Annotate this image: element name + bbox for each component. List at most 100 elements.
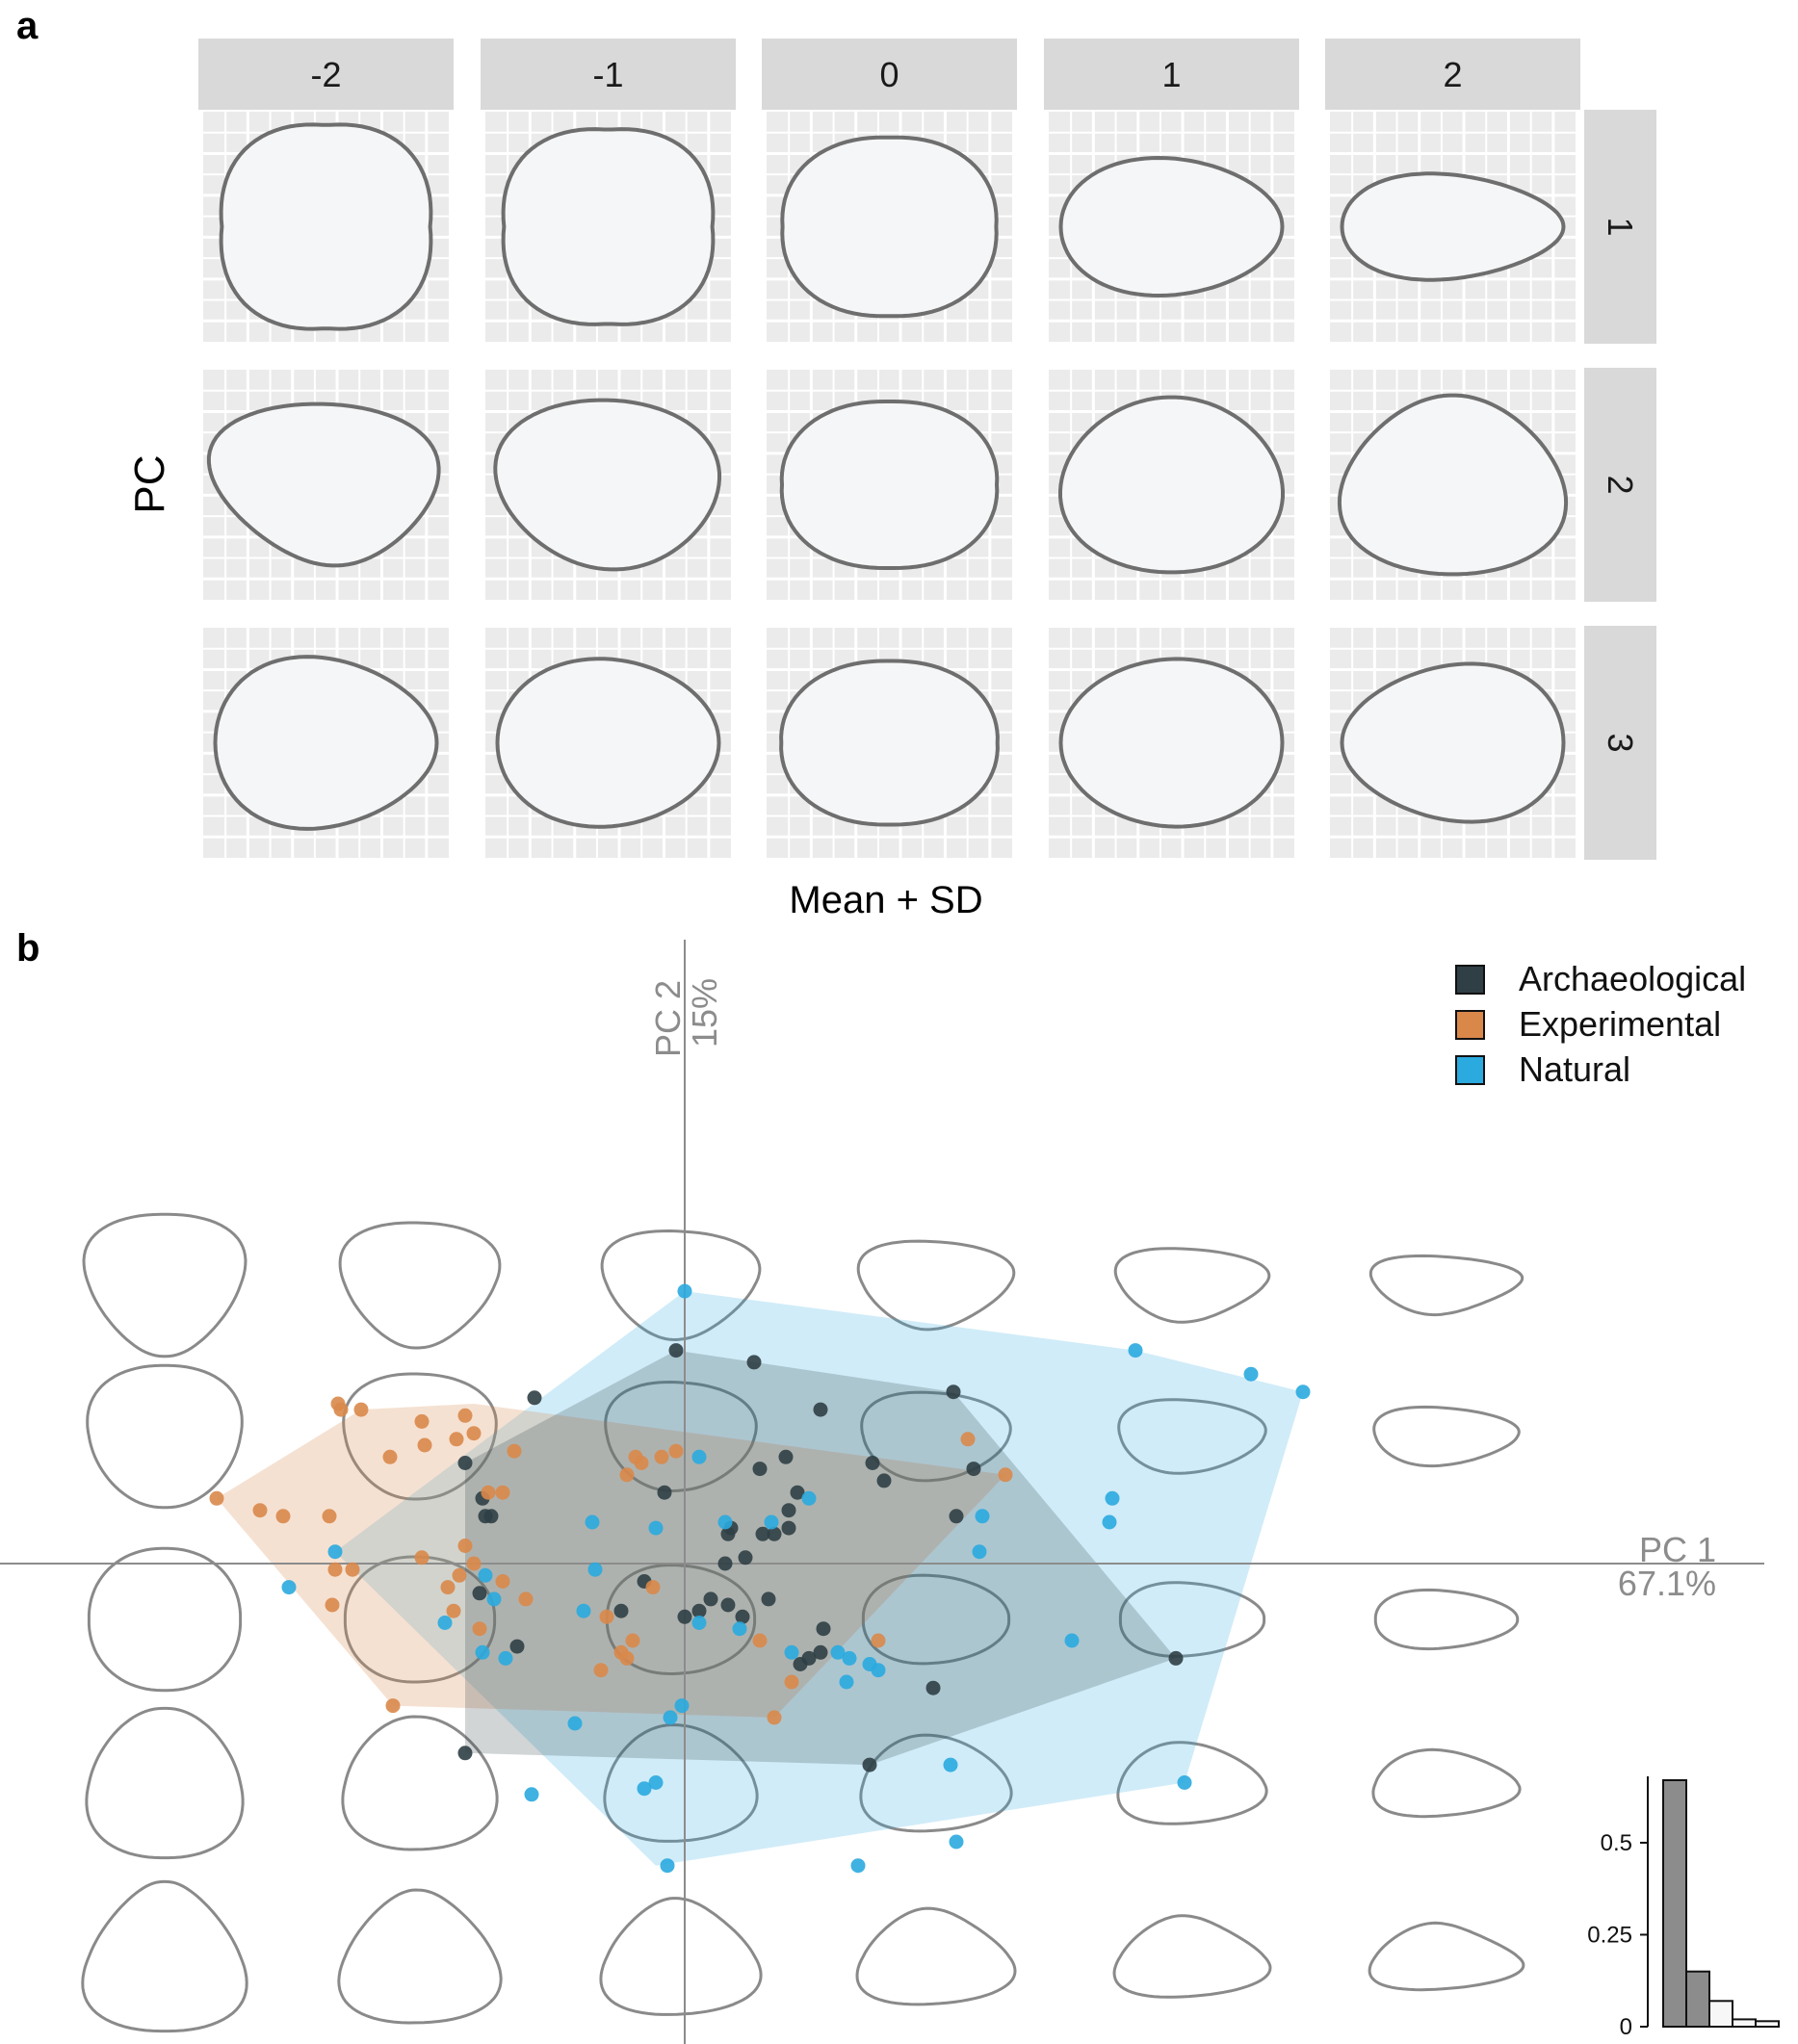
data-point bbox=[717, 1556, 733, 1571]
data-point bbox=[660, 1858, 675, 1874]
data-point bbox=[960, 1432, 976, 1447]
outline-shape bbox=[1058, 657, 1285, 829]
series-experimental bbox=[209, 1396, 1013, 1725]
data-point bbox=[1243, 1366, 1259, 1382]
data-point bbox=[865, 1456, 880, 1470]
data-point bbox=[738, 1550, 753, 1565]
data-point bbox=[472, 1586, 487, 1601]
series-archaeological bbox=[457, 1343, 1184, 1772]
data-point bbox=[495, 1574, 510, 1589]
data-point bbox=[478, 1567, 493, 1583]
data-point bbox=[720, 1597, 736, 1613]
data-point bbox=[876, 1473, 892, 1488]
hull-experimental bbox=[217, 1404, 1005, 1718]
row-strip bbox=[1584, 626, 1656, 860]
panel-b: b PC 1 67.1% PC 2 15% Archaeological Expe… bbox=[0, 927, 1780, 2044]
morphospace-shape bbox=[856, 1239, 1016, 1332]
shape-panel bbox=[1330, 112, 1576, 342]
data-point bbox=[585, 1514, 600, 1530]
morphospace-shape bbox=[1372, 1405, 1521, 1468]
column-strip bbox=[198, 39, 454, 110]
outline-shape bbox=[1058, 155, 1285, 298]
data-point bbox=[449, 1432, 464, 1447]
data-point bbox=[457, 1539, 473, 1553]
shape-panel bbox=[1049, 370, 1294, 600]
data-point bbox=[703, 1591, 718, 1607]
data-point bbox=[816, 1621, 831, 1637]
data-point bbox=[755, 1526, 770, 1541]
data-point bbox=[593, 1663, 609, 1678]
panel-b-label: b bbox=[16, 927, 39, 970]
morphospace-shape bbox=[855, 1906, 1017, 2006]
data-point bbox=[972, 1544, 987, 1560]
data-point bbox=[446, 1603, 461, 1618]
data-point bbox=[353, 1402, 369, 1417]
data-point bbox=[634, 1456, 649, 1470]
data-point bbox=[414, 1550, 430, 1565]
morphospace-shape bbox=[343, 1555, 497, 1684]
data-point bbox=[839, 1674, 854, 1690]
shape-grid bbox=[203, 112, 1576, 858]
histogram-bar bbox=[1685, 1970, 1710, 2028]
data-point bbox=[767, 1526, 782, 1541]
data-point bbox=[648, 1775, 664, 1790]
data-point bbox=[1102, 1514, 1117, 1530]
data-point bbox=[1168, 1650, 1184, 1666]
column-strip-label: -1 bbox=[592, 55, 623, 94]
outline-shape bbox=[1337, 393, 1569, 577]
data-point bbox=[567, 1716, 583, 1731]
data-point bbox=[587, 1562, 603, 1577]
data-point bbox=[1064, 1633, 1080, 1648]
y-axis-title-a: PC bbox=[126, 454, 173, 513]
data-point bbox=[481, 1485, 496, 1500]
data-point bbox=[761, 1591, 776, 1607]
morphospace-shape bbox=[1117, 1398, 1267, 1475]
data-point bbox=[475, 1644, 490, 1660]
data-point bbox=[998, 1467, 1013, 1483]
data-point bbox=[527, 1390, 542, 1406]
data-point bbox=[975, 1509, 990, 1524]
data-point bbox=[717, 1514, 733, 1530]
data-point bbox=[507, 1443, 522, 1459]
legend-swatch bbox=[1455, 965, 1485, 995]
data-point bbox=[281, 1580, 297, 1595]
data-point bbox=[842, 1650, 857, 1666]
shape-panel bbox=[485, 370, 731, 600]
shape-panel bbox=[1049, 628, 1294, 858]
histogram-bar bbox=[1662, 1779, 1687, 2028]
shape-panel bbox=[1330, 370, 1576, 600]
data-point bbox=[752, 1462, 768, 1477]
morphospace-shape bbox=[859, 1733, 1013, 1833]
morphospace-shape bbox=[1368, 1254, 1524, 1317]
data-point bbox=[457, 1456, 473, 1470]
data-point bbox=[850, 1858, 866, 1874]
outline-shape bbox=[206, 401, 441, 568]
histogram-tick-label: 0.25 bbox=[1587, 1922, 1632, 1948]
data-point bbox=[345, 1562, 360, 1577]
morphospace-shape bbox=[1373, 1588, 1520, 1651]
data-point bbox=[333, 1402, 349, 1417]
data-point bbox=[830, 1644, 846, 1660]
morphospace-shape bbox=[1116, 1741, 1268, 1825]
data-point bbox=[767, 1710, 782, 1725]
outline-shape bbox=[219, 122, 433, 331]
morphospace-shape bbox=[338, 1221, 502, 1350]
data-point bbox=[668, 1443, 684, 1459]
morphospace-shape bbox=[1368, 1921, 1525, 1992]
data-point bbox=[327, 1562, 343, 1577]
outline-shape bbox=[1340, 171, 1566, 282]
data-point bbox=[417, 1437, 432, 1453]
histogram-tick-label: 0.5 bbox=[1601, 1830, 1632, 1856]
data-point bbox=[793, 1657, 808, 1671]
data-point bbox=[645, 1580, 661, 1595]
data-point bbox=[327, 1544, 343, 1560]
legend: Archaeological Experimental Natural bbox=[1455, 959, 1746, 1089]
data-point bbox=[509, 1639, 525, 1654]
data-point bbox=[668, 1343, 684, 1358]
morphospace-shape bbox=[599, 1897, 763, 2016]
legend-label: Natural bbox=[1519, 1049, 1630, 1089]
eigenvalue-histogram: 0 0.25 0.5 bbox=[1587, 1776, 1780, 2040]
data-point bbox=[657, 1485, 672, 1500]
shape-panel bbox=[203, 370, 449, 600]
x-axis-title-a: Mean + SD bbox=[789, 879, 982, 921]
